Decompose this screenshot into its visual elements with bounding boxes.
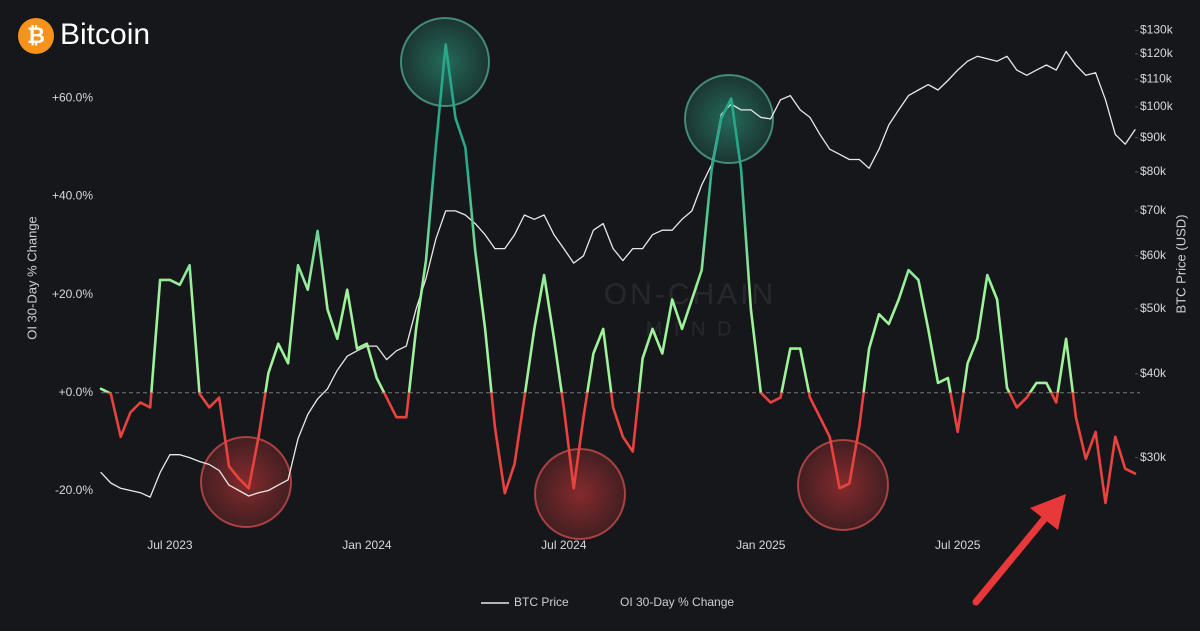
price-line [100, 50, 1136, 498]
legend-label: OI 30-Day % Change [620, 595, 734, 609]
y-tick-label: +20.0% [52, 287, 93, 301]
y-tick-label: +60.0% [52, 91, 93, 105]
watermark: M I N D [646, 318, 735, 340]
legend-label: BTC Price [514, 595, 569, 609]
y2-tick-label: $110k [1140, 71, 1173, 85]
logo [18, 18, 54, 54]
x-tick-label: Jul 2024 [541, 538, 587, 552]
highlight-circle [797, 439, 889, 531]
y2-tick-label: $70k [1140, 203, 1167, 217]
x-tick-label: Jan 2025 [736, 538, 786, 552]
logo-symbol: ₿ [27, 23, 45, 48]
arrow [972, 494, 1066, 606]
y2-tick-label: $130k [1140, 23, 1174, 37]
y2-tick-label: $40k [1140, 366, 1167, 380]
plot: -20.0% +0.0% +20.0% +40.0% +60.0% $30k $40k $50… [52, 23, 1174, 552]
watermark: ON-CHAIN [604, 278, 776, 311]
y2-tick-label: $30k [1140, 450, 1167, 464]
y-axis-title: OI 30-Day % Change [24, 216, 39, 340]
y2-tick-label: $50k [1140, 301, 1167, 315]
highlights [200, 17, 889, 540]
chart-title: Bitcoin [60, 18, 150, 51]
arrow-shaft [972, 508, 1054, 606]
y-tick-label: -20.0% [55, 483, 93, 497]
oi-line [99, 43, 1137, 505]
highlight-circle [534, 448, 626, 540]
y2-tick-label: $100k [1140, 99, 1174, 113]
arrow-head [1030, 494, 1066, 530]
y2-axis-title: BTC Price (USD) [1173, 215, 1188, 314]
y2-tick-label: $120k [1140, 46, 1174, 60]
y-tick-label: +40.0% [52, 189, 93, 203]
x-tick-label: Jul 2025 [935, 538, 981, 552]
y2-tick-label: $90k [1140, 130, 1167, 144]
highlight-circle [200, 436, 292, 528]
y2-tick-label: $60k [1140, 248, 1167, 262]
highlight-circle [684, 74, 774, 164]
y2-tick-label: $80k [1140, 164, 1167, 178]
y-tick-label: +0.0% [59, 385, 94, 399]
x-tick-label: Jan 2024 [342, 538, 392, 552]
x-tick-label: Jul 2023 [147, 538, 193, 552]
